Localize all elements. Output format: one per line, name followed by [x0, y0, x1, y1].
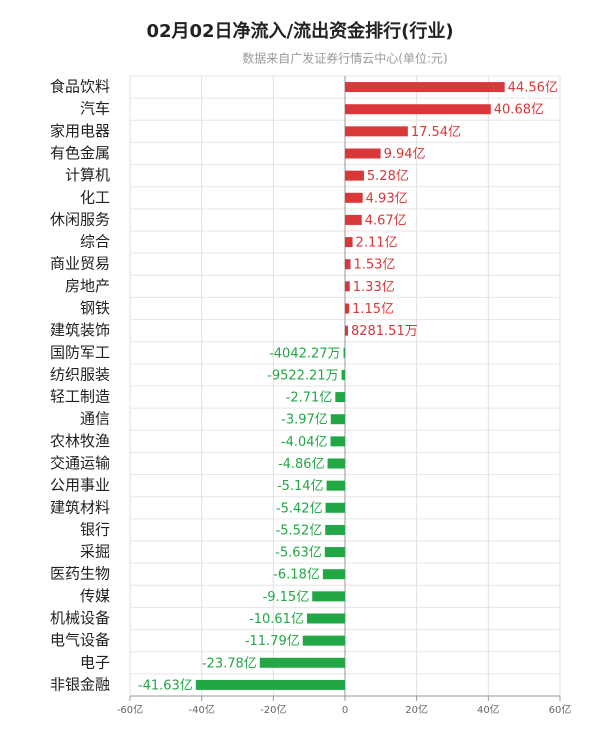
value-label: -4042.27万: [269, 346, 340, 361]
y-tick-label: 医药生物: [50, 565, 110, 583]
y-tick-label: 非银金融: [50, 675, 110, 693]
bar: [345, 237, 353, 248]
bar: [330, 436, 345, 447]
bar: [322, 569, 345, 580]
bar: [259, 657, 345, 668]
y-tick-label: 通信: [80, 410, 110, 428]
bar: [326, 480, 345, 491]
y-tick-label: 轻工制造: [50, 388, 110, 406]
y-tick-label: 电气设备: [50, 631, 110, 649]
bar: [341, 369, 345, 380]
bar: [345, 303, 350, 314]
y-tick-label: 采掘: [80, 543, 110, 561]
value-label: -5.52亿: [276, 523, 323, 538]
x-tick-label: -60亿: [117, 703, 143, 716]
bar: [345, 259, 351, 270]
y-tick-label: 家用电器: [50, 122, 110, 140]
y-tick-label: 食品饮料: [50, 78, 110, 96]
bar: [195, 679, 345, 690]
x-tick-label: 40亿: [477, 703, 500, 716]
y-tick-label: 商业贸易: [50, 255, 110, 273]
y-tick-label: 国防军工: [50, 343, 110, 361]
bar: [345, 104, 491, 115]
value-label: 40.68亿: [494, 103, 544, 118]
y-tick-label: 有色金属: [50, 144, 110, 162]
value-label: -5.63亿: [275, 546, 322, 561]
value-label: 5.28亿: [367, 169, 409, 184]
x-tick-label: -40亿: [188, 703, 214, 716]
bar: [345, 170, 364, 181]
bar: [325, 502, 345, 513]
value-label: -4.86亿: [278, 457, 325, 472]
value-label: -9522.21万: [267, 368, 338, 383]
y-tick-label: 电子: [80, 653, 110, 671]
bar: [306, 613, 345, 624]
y-tick-label: 传媒: [80, 587, 110, 605]
bar: [302, 635, 345, 646]
chart-title: 02月02日净流入/流出资金排行(行业): [146, 20, 453, 42]
bar: [335, 392, 345, 403]
value-label: -23.78亿: [202, 656, 257, 671]
value-label: 1.15亿: [352, 302, 394, 317]
x-tick-label: 0: [342, 705, 348, 716]
value-label: 1.33亿: [353, 280, 395, 295]
y-tick-label: 汽车: [80, 100, 110, 118]
value-label: -11.79亿: [245, 634, 300, 649]
value-label: -10.61亿: [249, 612, 304, 627]
y-tick-label: 钢铁: [80, 299, 110, 317]
value-label: -41.63亿: [138, 678, 193, 693]
y-tick-label: 公用事业: [50, 476, 110, 494]
bar: [345, 126, 408, 137]
x-tick-label: 60亿: [549, 703, 572, 716]
value-label: 2.11亿: [356, 236, 398, 251]
y-tick-label: 化工: [80, 188, 110, 206]
y-tick-label: 综合: [80, 233, 110, 251]
value-label: -2.71亿: [286, 391, 333, 406]
x-tick-label: 20亿: [405, 703, 428, 716]
bar: [327, 458, 345, 469]
chart-subtitle: 数据来自广发证券行情云中心(单位:元): [242, 51, 447, 66]
value-label: 17.54亿: [411, 125, 461, 140]
value-label: -9.15亿: [263, 590, 310, 605]
bar: [343, 347, 345, 358]
bar: [324, 547, 345, 558]
y-tick-label: 农林牧渔: [50, 432, 110, 450]
y-tick-label: 休闲服务: [50, 210, 110, 228]
bar: [345, 192, 363, 203]
y-tick-label: 建筑装饰: [50, 321, 110, 339]
bar: [345, 214, 362, 225]
value-label: 4.93亿: [366, 191, 408, 206]
value-label: 4.67亿: [365, 213, 407, 228]
bar: [345, 82, 505, 93]
bar: [312, 591, 345, 602]
bar: [345, 148, 381, 159]
bar: [345, 281, 350, 292]
value-label: 1.53亿: [353, 258, 395, 273]
value-label: -6.18亿: [273, 568, 320, 583]
y-tick-label: 房地产: [65, 277, 110, 295]
y-tick-label: 计算机: [65, 166, 110, 184]
y-tick-label: 纺织服装: [50, 365, 110, 383]
bar: [325, 524, 345, 535]
value-label: 8281.51万: [351, 324, 418, 339]
y-tick-label: 建筑材料: [50, 498, 110, 516]
y-tick-label: 交通运输: [50, 454, 110, 472]
y-tick-label: 机械设备: [50, 609, 110, 627]
value-label: -4.04亿: [281, 435, 328, 450]
bar: [345, 325, 348, 336]
value-label: -5.14亿: [277, 479, 324, 494]
value-label: -3.97亿: [281, 413, 328, 428]
bar: [330, 414, 345, 425]
x-tick-label: -20亿: [260, 703, 286, 716]
value-label: -5.42亿: [276, 501, 323, 516]
y-tick-label: 银行: [80, 520, 110, 538]
value-label: 44.56亿: [508, 81, 558, 96]
value-label: 9.94亿: [384, 147, 426, 162]
